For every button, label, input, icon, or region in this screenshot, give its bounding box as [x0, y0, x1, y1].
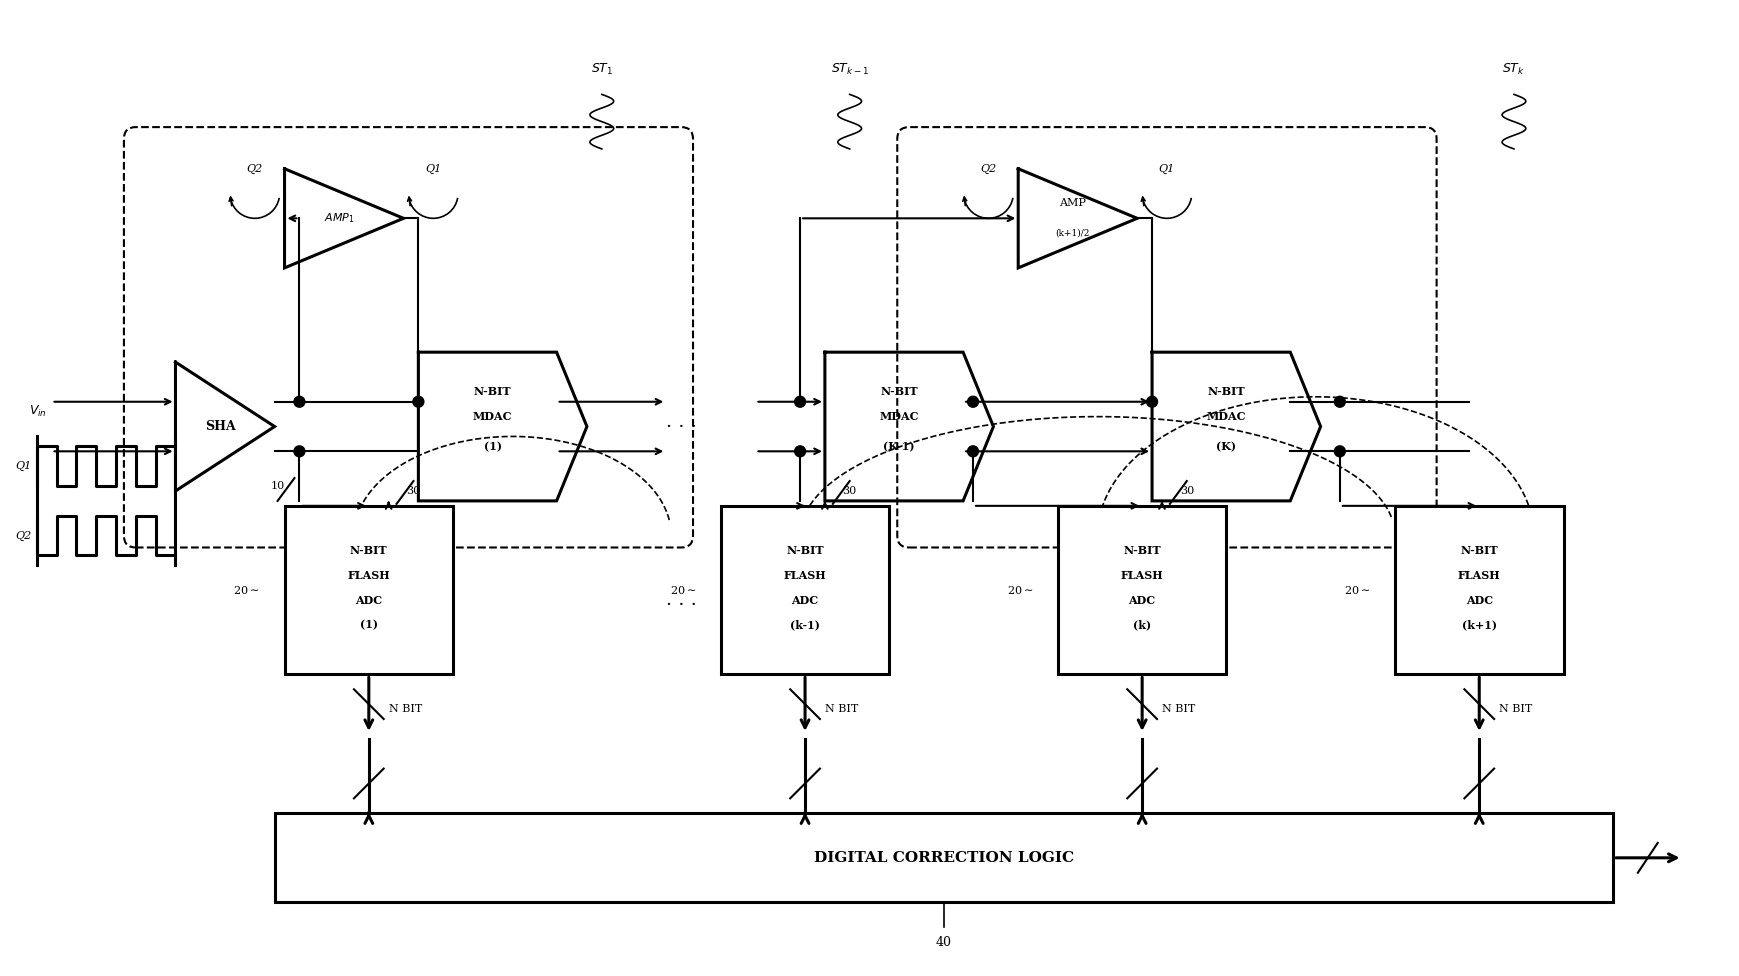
Text: ADC: ADC: [355, 594, 383, 605]
Text: 30: 30: [1179, 486, 1195, 496]
Text: 40: 40: [936, 936, 951, 949]
Text: $ST_{k-1}$: $ST_{k-1}$: [831, 62, 870, 77]
Text: Q1: Q1: [1158, 164, 1176, 174]
Text: MDAC: MDAC: [473, 411, 513, 422]
Text: 20$\sim$: 20$\sim$: [1344, 584, 1370, 596]
Text: · · ·: · · ·: [666, 418, 697, 435]
Text: N BIT: N BIT: [824, 704, 857, 714]
Text: ADC: ADC: [791, 594, 819, 605]
Text: · · ·: · · ·: [666, 596, 697, 614]
Text: (k-1): (k-1): [790, 620, 821, 630]
Text: ADC: ADC: [1466, 594, 1492, 605]
Circle shape: [967, 446, 979, 457]
Bar: [275, 813, 1614, 903]
Text: (1): (1): [483, 441, 503, 452]
Text: FLASH: FLASH: [1457, 570, 1501, 581]
Bar: [1057, 506, 1226, 674]
Text: Q2: Q2: [981, 164, 996, 174]
Text: (K-1): (K-1): [883, 441, 915, 452]
Text: (K): (K): [1216, 441, 1236, 452]
Text: N-BIT: N-BIT: [475, 386, 511, 397]
Text: 30: 30: [407, 486, 421, 496]
Circle shape: [412, 396, 424, 407]
Text: 20$\sim$: 20$\sim$: [1007, 584, 1033, 596]
Text: N-BIT: N-BIT: [350, 545, 388, 556]
Circle shape: [795, 396, 805, 407]
Text: $V_{in}$: $V_{in}$: [28, 404, 47, 420]
Text: (k+1): (k+1): [1462, 620, 1497, 630]
Text: Q1: Q1: [424, 164, 442, 174]
Text: $AMP_1$: $AMP_1$: [323, 212, 355, 225]
Circle shape: [1146, 396, 1158, 407]
Circle shape: [1334, 396, 1346, 407]
Text: FLASH: FLASH: [784, 570, 826, 581]
Circle shape: [967, 396, 979, 407]
Text: 10: 10: [270, 481, 285, 491]
Text: SHA: SHA: [205, 420, 235, 433]
Text: N-BIT: N-BIT: [880, 386, 918, 397]
Text: N BIT: N BIT: [1162, 704, 1195, 714]
Text: ADC: ADC: [1129, 594, 1156, 605]
Text: FLASH: FLASH: [1122, 570, 1163, 581]
Text: Q2: Q2: [247, 164, 263, 174]
Text: Q1: Q1: [16, 461, 31, 471]
Text: DIGITAL CORRECTION LOGIC: DIGITAL CORRECTION LOGIC: [814, 851, 1075, 865]
Text: N-BIT: N-BIT: [786, 545, 824, 556]
Circle shape: [795, 446, 805, 457]
Bar: [720, 506, 889, 674]
Text: 20$\sim$: 20$\sim$: [233, 584, 259, 596]
Text: 20$\sim$: 20$\sim$: [670, 584, 696, 596]
Text: N-BIT: N-BIT: [1123, 545, 1162, 556]
Text: (1): (1): [360, 620, 377, 630]
Text: N-BIT: N-BIT: [1461, 545, 1497, 556]
Text: MDAC: MDAC: [1207, 411, 1247, 422]
Text: AMP: AMP: [1059, 198, 1087, 209]
Circle shape: [1334, 446, 1346, 457]
Text: (k+1)/2: (k+1)/2: [1056, 228, 1090, 238]
Text: (k): (k): [1134, 620, 1151, 630]
Text: FLASH: FLASH: [348, 570, 390, 581]
Bar: [1395, 506, 1563, 674]
Text: Q2: Q2: [16, 531, 31, 541]
Circle shape: [294, 446, 304, 457]
Text: $ST_k$: $ST_k$: [1502, 62, 1525, 77]
Text: MDAC: MDAC: [880, 411, 918, 422]
Bar: [285, 506, 454, 674]
Text: $ST_1$: $ST_1$: [591, 62, 612, 77]
Text: 30: 30: [843, 486, 857, 496]
Text: N BIT: N BIT: [1499, 704, 1532, 714]
Text: N BIT: N BIT: [388, 704, 423, 714]
Circle shape: [294, 396, 304, 407]
Text: N-BIT: N-BIT: [1207, 386, 1245, 397]
